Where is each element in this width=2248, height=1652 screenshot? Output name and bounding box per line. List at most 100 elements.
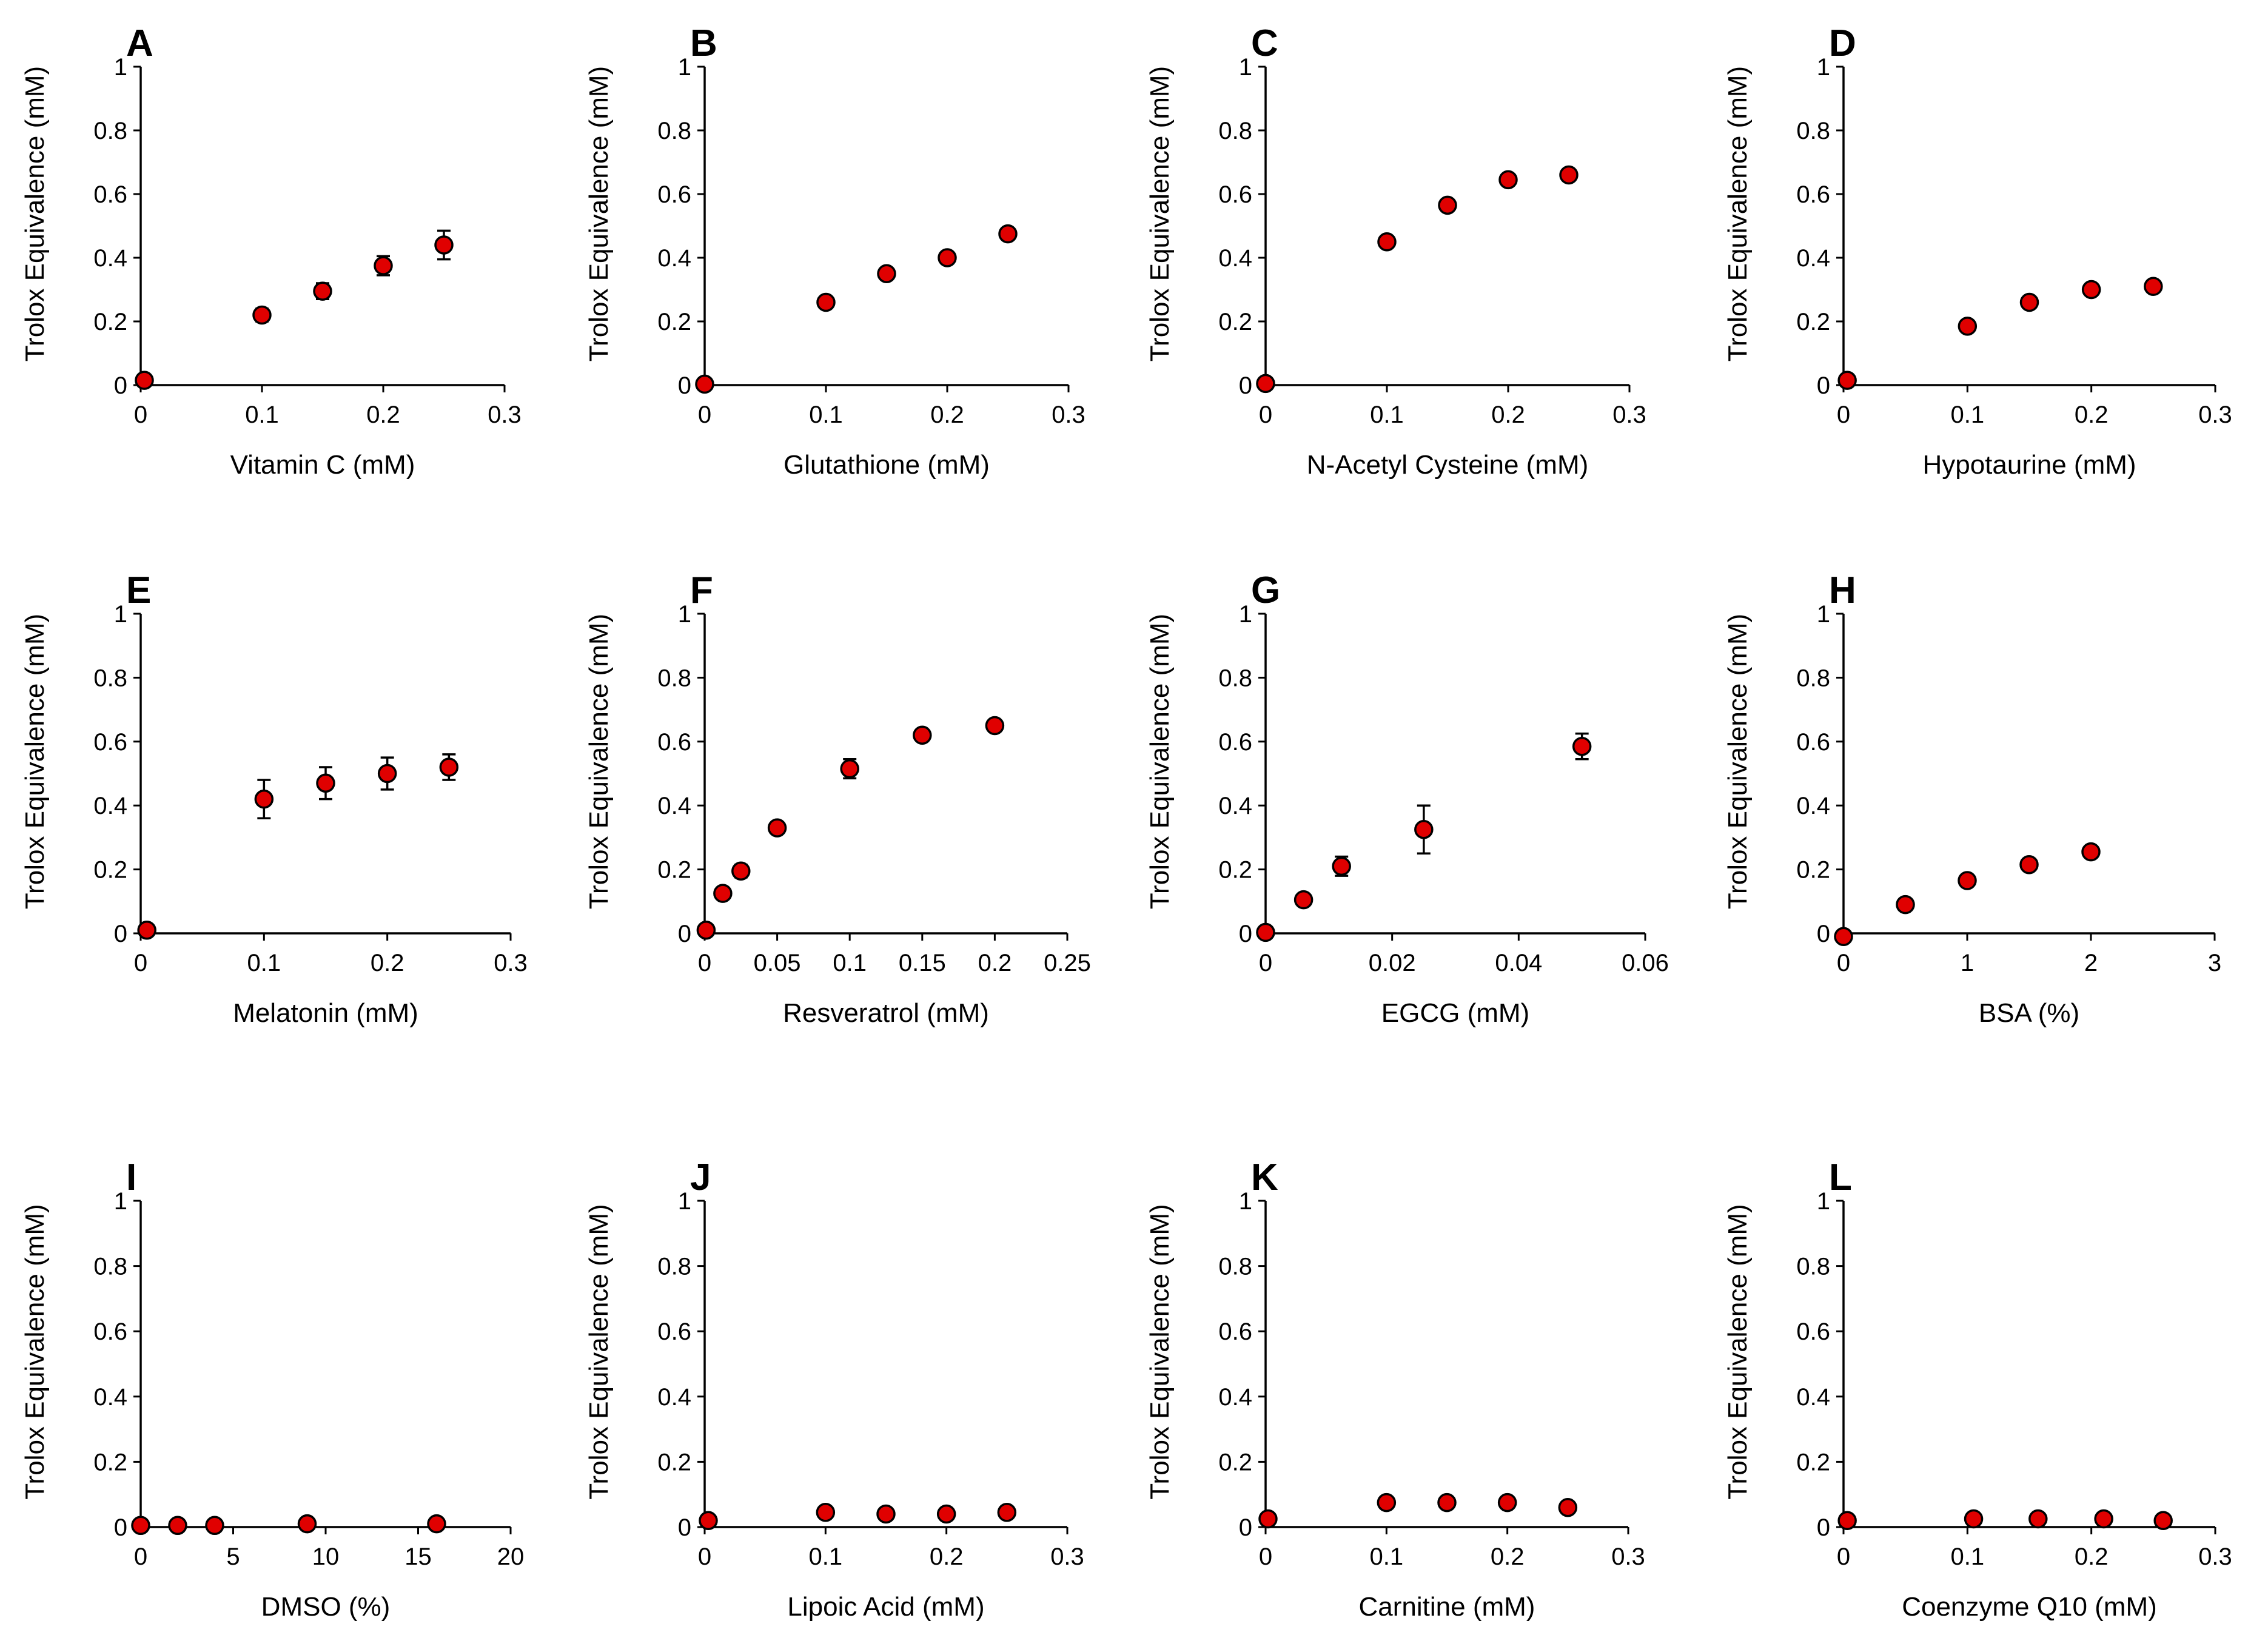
y-tick-label: 0.8 bbox=[657, 118, 691, 144]
x-tick-label: 0.1 bbox=[1951, 1543, 1985, 1570]
x-axis-title: N-Acetyl Cysteine (mM) bbox=[1307, 450, 1589, 480]
data-point bbox=[1958, 871, 1977, 890]
y-tick-label: 0 bbox=[114, 921, 127, 947]
y-tick-label: 0 bbox=[1239, 921, 1252, 947]
data-point bbox=[998, 224, 1018, 244]
x-tick-label: 3 bbox=[2208, 950, 2221, 976]
data-point bbox=[1258, 1509, 1278, 1529]
x-tick-label: 0.1 bbox=[1370, 401, 1404, 428]
y-tick-label: 1 bbox=[1239, 601, 1252, 628]
x-tick-label: 0 bbox=[698, 950, 711, 976]
y-tick-label: 0.6 bbox=[657, 1318, 691, 1345]
x-tick-label: 0.15 bbox=[899, 950, 946, 976]
x-tick-label: 0.2 bbox=[2075, 1543, 2109, 1570]
x-tick-label: 0.3 bbox=[488, 401, 522, 428]
data-point bbox=[2081, 842, 2101, 862]
y-tick-label: 1 bbox=[1817, 54, 1830, 81]
y-tick-label: 0.8 bbox=[657, 1254, 691, 1280]
x-axis-title: Carnitine (mM) bbox=[1359, 1592, 1535, 1622]
data-point bbox=[2019, 292, 2039, 312]
data-point bbox=[1558, 1497, 1578, 1517]
data-point bbox=[1497, 1493, 1517, 1513]
y-tick-label: 1 bbox=[114, 601, 127, 628]
y-axis-title: Trolox Equivalence (mM) bbox=[1723, 1204, 1753, 1499]
y-tick-label: 0 bbox=[1817, 1514, 1830, 1541]
y-axis-title: Trolox Equivalence (mM) bbox=[1145, 1204, 1175, 1499]
y-axis-title: Trolox Equivalence (mM) bbox=[20, 66, 50, 361]
x-tick-label: 0.1 bbox=[247, 950, 281, 976]
chart-panel-e: E 0 0.2 0.4 0.6 0.8 1 0 0.1 0.2 0.3 Melatonin (mM) T… bbox=[20, 569, 528, 1028]
data-point bbox=[377, 764, 397, 784]
y-axis-title: Trolox Equivalence (mM) bbox=[1723, 614, 1753, 909]
data-point bbox=[985, 716, 1005, 736]
data-point bbox=[2081, 280, 2101, 300]
data-point bbox=[137, 920, 156, 940]
y-tick-label: 0 bbox=[114, 372, 127, 399]
y-tick-label: 0.6 bbox=[1796, 1318, 1830, 1345]
chart-panel-l: L 0 0.2 0.4 0.6 0.8 1 0 0.1 0.2 0.3 Coenzyme Q10 (m… bbox=[1723, 1157, 2232, 1622]
y-tick-label: 0 bbox=[1817, 372, 1830, 399]
x-tick-label: 0.2 bbox=[366, 401, 400, 428]
data-point bbox=[1498, 170, 1518, 190]
data-point bbox=[816, 1503, 836, 1522]
x-tick-label: 0.3 bbox=[2198, 401, 2232, 428]
panel-letter: A bbox=[126, 22, 153, 64]
data-point bbox=[713, 884, 733, 903]
y-tick-label: 1 bbox=[114, 54, 127, 81]
data-point bbox=[1559, 165, 1579, 185]
data-point bbox=[205, 1516, 224, 1536]
data-point bbox=[1293, 890, 1314, 910]
y-axis-title: Trolox Equivalence (mM) bbox=[1145, 614, 1175, 909]
x-tick-label: 0 bbox=[134, 1543, 147, 1570]
data-point bbox=[1837, 371, 1857, 390]
chart-panel-c: C 0 0.2 0.4 0.6 0.8 1 0 0.1 0.2 0.3 N-Acetyl Cystei… bbox=[1145, 22, 1646, 480]
chart-panel-a: A 0 0.2 0.4 0.6 0.8 1 0 0.1 0.2 0.3 Vitamin C (mM) T… bbox=[20, 22, 522, 480]
x-tick-label: 0.3 bbox=[2198, 1543, 2232, 1570]
data-point bbox=[938, 248, 957, 267]
x-axis-title: Vitamin C (mM) bbox=[230, 450, 415, 480]
x-tick-label: 10 bbox=[312, 1543, 340, 1570]
y-tick-label: 0.6 bbox=[657, 729, 691, 756]
x-axis-title: DMSO (%) bbox=[261, 1592, 391, 1622]
data-point bbox=[699, 1511, 718, 1530]
data-point bbox=[1256, 374, 1275, 394]
y-tick-label: 0.8 bbox=[1218, 1254, 1252, 1280]
x-tick-label: 0 bbox=[1259, 950, 1272, 976]
y-axis-title: Trolox Equivalence (mM) bbox=[20, 1204, 50, 1499]
data-point bbox=[252, 305, 272, 325]
y-tick-label: 0.8 bbox=[657, 665, 691, 691]
y-tick-label: 0.2 bbox=[1796, 309, 1830, 335]
y-tick-label: 0.8 bbox=[1796, 665, 1830, 691]
y-tick-label: 0.4 bbox=[93, 1384, 127, 1411]
x-tick-label: 5 bbox=[226, 1543, 240, 1570]
y-axis-title: Trolox Equivalence (mM) bbox=[1723, 66, 1753, 361]
x-tick-label: 0.3 bbox=[1611, 1543, 1645, 1570]
data-point bbox=[313, 281, 332, 301]
x-tick-label: 0.2 bbox=[930, 1543, 964, 1570]
y-tick-label: 0.6 bbox=[93, 181, 127, 208]
x-tick-label: 0 bbox=[1259, 1543, 1272, 1570]
y-axis-title: Trolox Equivalence (mM) bbox=[584, 614, 614, 909]
y-tick-label: 0.2 bbox=[657, 309, 691, 335]
data-point bbox=[1256, 922, 1275, 942]
data-point bbox=[2028, 1509, 2048, 1529]
x-tick-label: 0.02 bbox=[1369, 950, 1416, 976]
chart-panel-k: K 0 0.2 0.4 0.6 0.8 1 0 0.1 0.2 0.3 Carnitine (mM) T… bbox=[1145, 1157, 1645, 1622]
y-tick-label: 0.8 bbox=[1796, 118, 1830, 144]
y-tick-label: 0 bbox=[678, 1514, 691, 1541]
x-axis-title: Coenzyme Q10 (mM) bbox=[1902, 1592, 2157, 1622]
x-tick-label: 0 bbox=[698, 1543, 711, 1570]
data-point bbox=[1834, 927, 1853, 947]
x-tick-label: 0 bbox=[134, 401, 147, 428]
data-point bbox=[1896, 895, 1915, 915]
panel-letter: C bbox=[1251, 22, 1278, 64]
y-tick-label: 1 bbox=[678, 54, 691, 81]
y-tick-label: 0.2 bbox=[93, 309, 127, 335]
x-tick-label: 0.25 bbox=[1044, 950, 1091, 976]
x-tick-label: 0.04 bbox=[1495, 950, 1542, 976]
data-point bbox=[316, 773, 335, 793]
data-point bbox=[877, 264, 896, 283]
panel-letter: B bbox=[690, 22, 717, 64]
